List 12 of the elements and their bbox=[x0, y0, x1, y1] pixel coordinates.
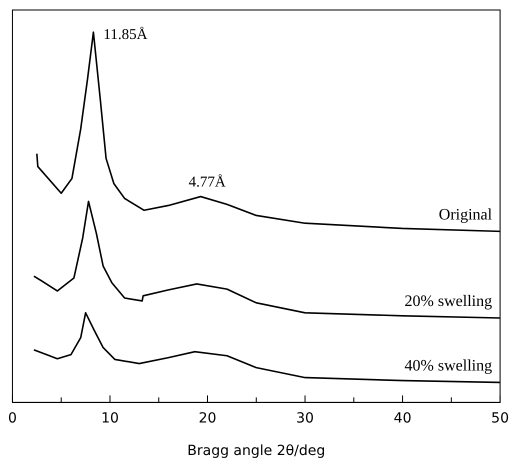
series-label: 40% swelling bbox=[404, 357, 492, 374]
x-tick-label: 20 bbox=[198, 410, 216, 426]
x-tick-label: 0 bbox=[8, 410, 17, 426]
x-tick-label: 50 bbox=[491, 410, 510, 426]
x-tick-label: 30 bbox=[296, 410, 314, 426]
annotation: 4.77Å bbox=[188, 174, 226, 191]
annotation: 11.85Å bbox=[103, 26, 148, 44]
x-axis-title: Bragg angle 2θ/deg bbox=[187, 443, 326, 460]
x-tick-label: 40 bbox=[394, 410, 412, 426]
x-tick-label: 10 bbox=[101, 410, 119, 426]
series-label: 20% swelling bbox=[404, 292, 492, 310]
series-label: Original bbox=[438, 206, 493, 224]
